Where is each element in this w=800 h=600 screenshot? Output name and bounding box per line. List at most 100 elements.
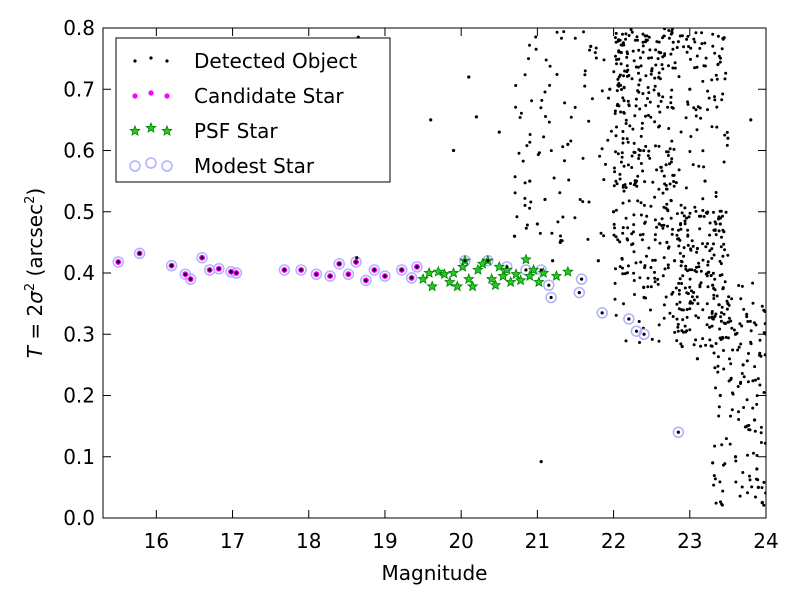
detected-object-point (621, 231, 625, 235)
detected-object-point (695, 246, 700, 251)
detected-object-point (669, 101, 673, 105)
detected-object-point (741, 363, 745, 367)
detected-object-point (654, 63, 658, 67)
psf-star-point (426, 280, 438, 292)
detected-object-point (713, 51, 717, 55)
detected-object-point (739, 342, 743, 346)
detected-object-point (614, 267, 617, 271)
detected-object-point (707, 96, 711, 100)
detected-object-point (746, 380, 750, 384)
detected-object-point (525, 223, 529, 227)
legend-marker-psf (161, 124, 173, 136)
detected-object-point (702, 165, 706, 169)
detected-object-point (702, 215, 706, 218)
detected-object-point (695, 270, 698, 274)
psf-star-point (537, 266, 550, 278)
modest-star-point (213, 262, 225, 275)
detected-object-point (558, 191, 562, 195)
detected-object-point (657, 222, 661, 226)
detected-object-point (696, 302, 700, 306)
psf-star-point (447, 266, 460, 278)
detected-object-point (183, 272, 187, 276)
detected-object-point (665, 187, 669, 191)
detected-object-point (634, 104, 638, 108)
detected-object-point (599, 231, 603, 235)
modest-star-point (278, 264, 291, 276)
detected-object-point (626, 99, 630, 103)
psf-star-point (501, 263, 513, 275)
legend-entry: Detected Object (133, 49, 357, 73)
detected-object-point (675, 302, 679, 306)
detected-object-point (734, 480, 738, 484)
detected-object-point (648, 100, 652, 104)
detected-object-point (716, 370, 720, 374)
detected-object-point (704, 211, 708, 215)
detected-object-point (759, 441, 763, 444)
detected-object-point (740, 485, 744, 489)
detected-object-point (732, 328, 736, 332)
detected-object-point (665, 202, 669, 206)
detected-object-point (640, 127, 644, 130)
detected-object-point (649, 285, 653, 289)
modest-star-point (196, 251, 208, 264)
detected-object-point (415, 265, 419, 269)
detected-object-point (704, 245, 708, 249)
detected-object-point (672, 184, 676, 188)
detected-object-point (703, 41, 707, 45)
psf-star-point (438, 268, 451, 280)
detected-object-point (680, 34, 684, 38)
detected-object-point (739, 382, 742, 385)
detected-object-point (614, 31, 618, 35)
detected-object-point (613, 170, 617, 174)
detected-object-point (573, 36, 577, 40)
detected-object-point (639, 260, 643, 264)
psf-star-point (485, 273, 498, 285)
detected-object-point (658, 241, 662, 245)
detected-object-point (549, 295, 553, 300)
detected-object-point (748, 474, 751, 478)
detected-object-point (679, 203, 683, 207)
detected-object-point (733, 455, 738, 459)
detected-object-point (730, 297, 734, 301)
detected-object-point (705, 274, 709, 278)
detected-object-point (708, 233, 712, 237)
detected-object-point (713, 477, 717, 481)
psf-star-point (550, 269, 563, 281)
y-tick-label: 0.3 (63, 322, 95, 346)
detected-object-point (622, 164, 626, 168)
detected-object-point (619, 43, 623, 47)
detected-object-point (624, 37, 628, 41)
detected-object-point (721, 286, 725, 290)
modest-star-point (638, 328, 650, 340)
modest-star-point (165, 259, 178, 272)
detected-object-point (625, 55, 629, 59)
detected-object-point (451, 148, 456, 153)
detected-object-point (655, 168, 659, 172)
detected-object-point (622, 99, 626, 103)
detected-object-point (524, 226, 528, 230)
detected-object-point (621, 272, 625, 276)
detected-object-point (666, 266, 670, 270)
detected-object-point (751, 281, 755, 285)
detected-object-point (632, 150, 636, 154)
detected-object-point (539, 460, 543, 464)
detected-object-point (693, 205, 697, 209)
detected-object-point (728, 357, 731, 361)
detected-object-point (716, 63, 720, 67)
detected-object-point (686, 102, 690, 106)
legend-marker-psf (129, 124, 141, 136)
series-detected-object (116, 35, 764, 505)
detected-object-point (625, 50, 629, 54)
detected-object-point (649, 204, 653, 208)
detected-object-point (619, 62, 623, 66)
detected-object-point (685, 308, 689, 311)
detected-object-point (722, 242, 726, 246)
detected-object-point (722, 321, 726, 325)
modest-star-point (295, 264, 307, 276)
detected-object-point (682, 246, 686, 250)
detected-object-point (698, 285, 702, 289)
detected-object-point (634, 329, 639, 333)
detected-object-point (711, 44, 715, 48)
detected-object-point (346, 272, 350, 276)
detected-object-point (712, 242, 715, 246)
